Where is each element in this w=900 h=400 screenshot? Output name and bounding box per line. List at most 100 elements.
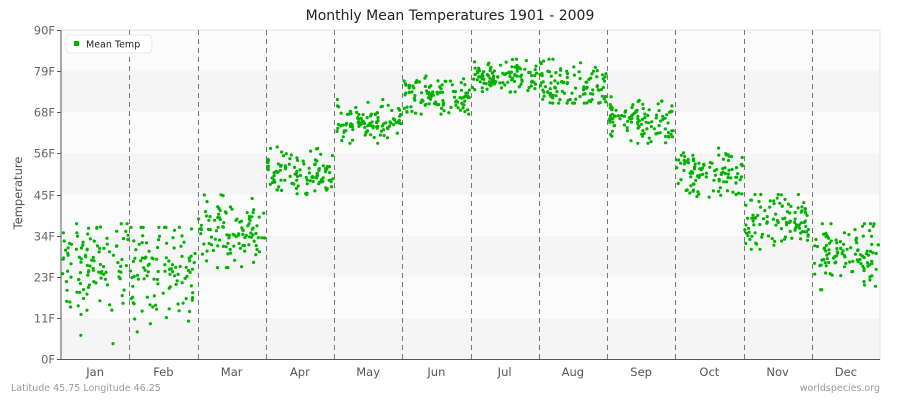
data-point <box>381 97 385 102</box>
data-point <box>499 63 503 67</box>
legend[interactable]: Mean Temp <box>65 34 153 54</box>
data-point <box>417 80 421 84</box>
data-point <box>546 90 550 94</box>
data-point <box>664 141 668 145</box>
data-point <box>548 70 552 74</box>
data-point <box>625 129 629 133</box>
data-point <box>217 206 221 211</box>
data-point <box>667 110 672 114</box>
data-point <box>866 253 871 257</box>
data-point <box>571 101 575 105</box>
data-point <box>145 274 149 278</box>
data-point <box>211 248 215 253</box>
data-point <box>249 231 253 235</box>
data-point <box>805 230 809 234</box>
data-point <box>565 82 569 86</box>
data-point <box>147 249 151 253</box>
data-point <box>395 131 399 135</box>
x-tick-label-mar: Mar <box>221 365 243 379</box>
data-point <box>129 225 133 229</box>
data-point <box>409 105 413 109</box>
data-point <box>652 127 656 131</box>
data-point <box>607 118 611 122</box>
data-point <box>708 165 712 169</box>
data-point <box>654 116 658 120</box>
data-point <box>394 120 398 125</box>
data-point <box>485 72 489 77</box>
data-point <box>124 229 128 233</box>
data-point <box>456 106 460 110</box>
data-point <box>176 272 180 276</box>
data-point <box>470 85 474 90</box>
data-point <box>222 221 226 225</box>
data-point <box>187 309 192 314</box>
data-point <box>140 309 144 313</box>
data-point <box>126 233 130 237</box>
data-point <box>675 166 679 170</box>
data-point <box>250 227 254 231</box>
data-point <box>250 215 254 219</box>
data-point <box>302 162 306 166</box>
data-point <box>649 140 653 144</box>
data-point <box>666 131 671 135</box>
data-point <box>722 180 726 184</box>
data-point <box>156 282 160 286</box>
data-point <box>184 265 188 269</box>
data-point <box>272 174 276 178</box>
data-point <box>180 254 184 258</box>
data-point <box>730 155 734 159</box>
data-point <box>727 168 731 172</box>
data-point <box>862 222 867 226</box>
data-point <box>712 178 716 182</box>
data-point <box>427 102 431 106</box>
data-point <box>783 235 788 239</box>
data-point <box>670 109 674 113</box>
data-point <box>361 119 365 124</box>
data-point <box>356 116 360 120</box>
data-point <box>325 164 329 169</box>
data-point <box>496 75 500 79</box>
data-point <box>88 237 92 241</box>
source-link[interactable]: worldspecies.org <box>799 383 880 394</box>
data-point <box>514 57 519 61</box>
data-point <box>603 75 607 79</box>
data-point <box>524 59 529 63</box>
data-point <box>97 270 101 274</box>
data-point <box>723 171 728 176</box>
data-point <box>551 101 555 105</box>
data-point <box>553 86 557 90</box>
data-point <box>670 135 675 139</box>
data-point <box>163 263 167 267</box>
data-point <box>210 243 214 247</box>
data-point <box>61 231 65 235</box>
data-point <box>830 273 834 277</box>
data-point <box>441 90 445 94</box>
data-point <box>86 285 90 289</box>
data-point <box>510 57 515 62</box>
data-point <box>501 81 505 85</box>
data-point <box>174 282 178 286</box>
data-point <box>661 114 665 118</box>
data-point <box>874 267 878 271</box>
data-point <box>650 120 654 124</box>
data-point <box>134 248 138 252</box>
data-point <box>499 86 504 90</box>
data-point <box>77 255 81 259</box>
data-point <box>413 98 417 102</box>
data-point <box>249 235 254 239</box>
data-point <box>328 171 332 175</box>
data-point <box>802 201 806 205</box>
data-point <box>829 239 833 243</box>
data-point <box>381 128 386 132</box>
y-tick-label: 23F <box>34 271 55 285</box>
data-point <box>75 222 79 226</box>
data-point <box>476 71 480 75</box>
data-point <box>369 133 373 137</box>
data-point <box>614 108 618 112</box>
data-point <box>335 104 340 108</box>
data-point <box>304 175 308 180</box>
data-point <box>111 253 115 257</box>
data-point <box>298 173 303 178</box>
data-point <box>622 114 627 118</box>
data-point <box>726 172 731 176</box>
